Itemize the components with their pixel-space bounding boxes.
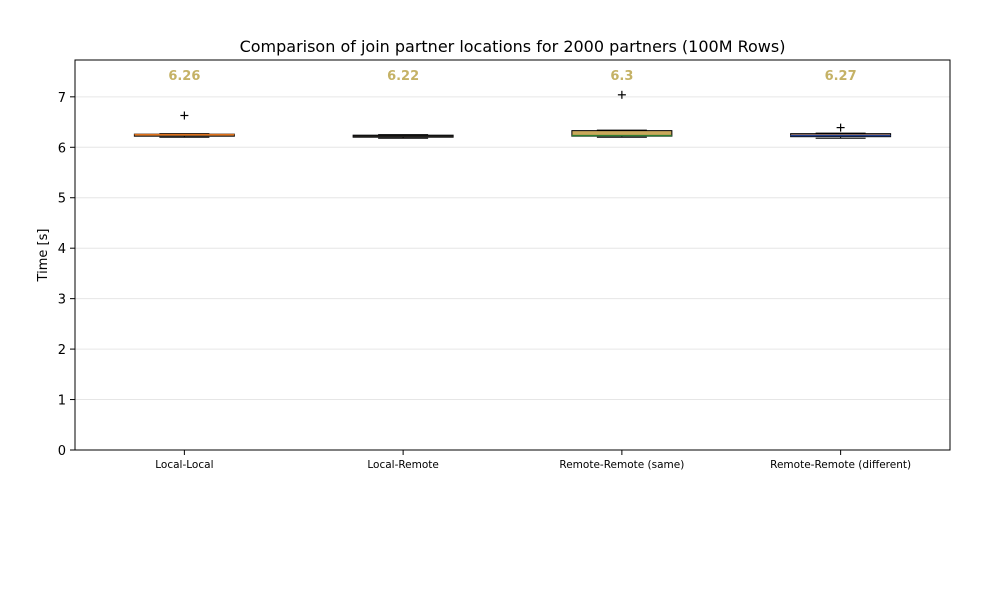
y-axis-label: Time [s] <box>36 229 51 283</box>
outlier-marker <box>836 123 845 132</box>
chart-title: Comparison of join partner locations for… <box>240 37 786 56</box>
x-tick-label: Remote-Remote (same) <box>559 459 684 471</box>
box-3: 6.3 <box>571 69 673 138</box>
outlier-marker <box>617 90 626 99</box>
x-tick-label: Local-Remote <box>367 459 439 471</box>
x-tick-label: Remote-Remote (different) <box>770 459 911 471</box>
y-tick-label: 0 <box>58 444 66 459</box>
box-1: 6.26 <box>133 69 235 138</box>
mean-value-label: 6.26 <box>168 69 200 84</box>
mean-value-label: 6.3 <box>610 69 633 84</box>
box-4: 6.27 <box>790 69 892 139</box>
y-tick-label: 6 <box>58 141 66 156</box>
y-gridlines <box>75 96 950 451</box>
y-tick-label: 2 <box>58 343 66 358</box>
x-axis: Local-Local Local-Remote Remote-Remote (sa… <box>155 450 911 471</box>
y-tick-label: 4 <box>58 242 66 257</box>
plot-area-frame <box>74 59 951 451</box>
x-tick-label: Local-Local <box>155 459 213 471</box>
mean-value-label: 6.22 <box>387 69 419 84</box>
box-series: 6.26 6.22 6.3 6.27 <box>133 69 892 139</box>
y-tick-label: 5 <box>58 192 66 207</box>
y-tick-label: 7 <box>58 91 66 106</box>
mean-value-label: 6.27 <box>825 69 857 84</box>
outlier-marker <box>180 111 189 120</box>
y-tick-label: 3 <box>58 293 66 308</box>
y-tick-label: 1 <box>58 394 66 409</box>
box-2: 6.22 <box>352 69 454 139</box>
y-axis: 0 1 2 3 4 5 6 7 <box>58 91 75 459</box>
